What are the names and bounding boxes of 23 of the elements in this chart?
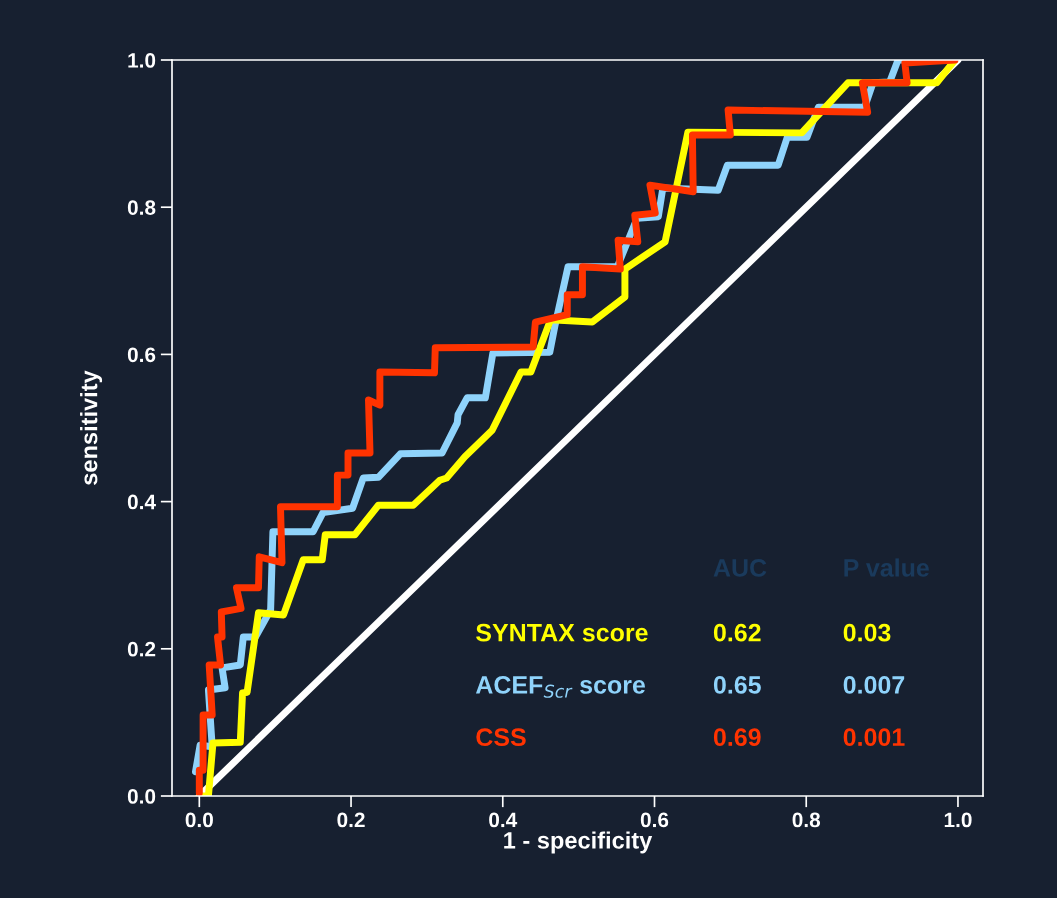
x-tick-label: 0.4: [489, 812, 518, 828]
y-tick-label: 0.6: [127, 347, 156, 363]
annotation: 0.62: [713, 623, 761, 642]
annotation: 0.007: [843, 676, 905, 694]
x-tick-label: 1.0: [944, 812, 972, 828]
annotation: 0.001: [843, 728, 905, 747]
y-tick-label: 0.4: [127, 494, 156, 510]
x-tick-label: 0.8: [792, 812, 821, 828]
y-tick-label: 0.8: [127, 200, 156, 215]
text: CSS: [476, 728, 526, 747]
text: ACEF$_{Scr}$ score: [475, 676, 646, 698]
y-tick-label: 0.0: [127, 789, 156, 804]
y-tick-label: 1.0: [128, 53, 156, 68]
x-tick-label: 0.2: [337, 812, 365, 828]
x-axis-title: 1 - specificity: [504, 831, 653, 854]
text: SYNTAX score: [476, 623, 648, 642]
annotation: 0.65: [713, 676, 761, 694]
x-tick-label: 0.6: [640, 812, 669, 828]
annotation: 0.69: [713, 728, 761, 747]
x-tick-label: 0.0: [185, 812, 213, 828]
y-axis-title: sensitivity: [80, 370, 103, 485]
annotation: 0.03: [843, 623, 891, 642]
y-tick-label: 0.2: [127, 641, 156, 657]
